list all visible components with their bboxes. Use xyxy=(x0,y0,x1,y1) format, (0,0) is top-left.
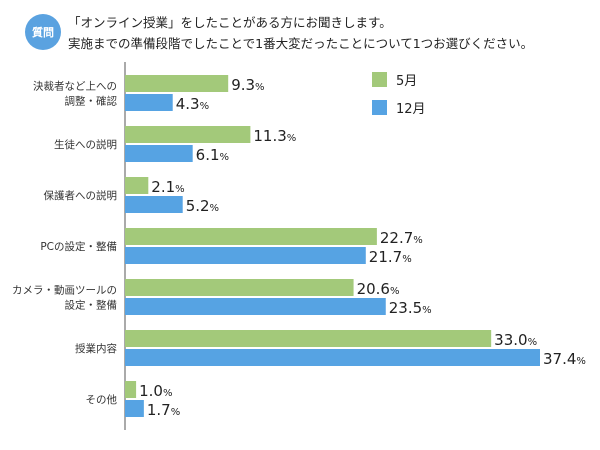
category-label: 生徒への説明 xyxy=(54,138,117,151)
category-label: 保護者への説明 xyxy=(44,189,118,202)
category-label: 授業内容 xyxy=(75,342,117,355)
bar-december xyxy=(125,145,193,162)
question-badge: 質問 xyxy=(25,14,61,50)
data-label: 22.7% xyxy=(380,229,423,247)
bar-may xyxy=(125,330,492,347)
bar-december xyxy=(125,349,540,366)
data-label: 9.3% xyxy=(231,76,264,94)
legend-swatch xyxy=(372,100,387,115)
data-label: 20.6% xyxy=(357,280,400,298)
category-label: カメラ・動画ツールの設定・整備 xyxy=(12,284,117,312)
data-label: 5.2% xyxy=(186,197,219,215)
legend-label: 12月 xyxy=(396,102,426,117)
bar-may xyxy=(125,381,137,398)
question-line-2: 実施までの準備段階でしたことで1番大変だったことについて1つお選びください。 xyxy=(68,36,534,51)
bar-may xyxy=(125,126,251,143)
bar-december xyxy=(125,298,386,315)
data-label: 6.1% xyxy=(196,146,229,164)
data-label: 37.4% xyxy=(543,350,586,368)
bar-may xyxy=(125,279,354,296)
legend-swatch xyxy=(372,72,387,87)
data-label: 1.7% xyxy=(147,401,180,419)
bar-december xyxy=(125,94,173,111)
bar-december xyxy=(125,400,144,417)
category-label: PCの設定・整備 xyxy=(40,240,117,253)
data-label: 1.0% xyxy=(139,382,172,400)
category-label: その他 xyxy=(86,393,118,406)
bar-may xyxy=(125,75,229,92)
category-label: 決裁者など上への調整・確認 xyxy=(33,80,117,108)
data-label: 11.3% xyxy=(253,127,296,145)
bar-may xyxy=(125,177,149,194)
bar-december xyxy=(125,247,366,264)
question-line-1: 「オンライン授業」をしたことがある方にお聞きします。 xyxy=(68,15,392,30)
bar-may xyxy=(125,228,377,245)
data-label: 2.1% xyxy=(151,178,184,196)
data-label: 23.5% xyxy=(389,299,432,317)
data-label: 33.0% xyxy=(494,331,537,349)
bar-december xyxy=(125,196,183,213)
legend-label: 5月 xyxy=(396,74,417,89)
data-label: 21.7% xyxy=(369,248,412,266)
data-label: 4.3% xyxy=(176,95,209,113)
